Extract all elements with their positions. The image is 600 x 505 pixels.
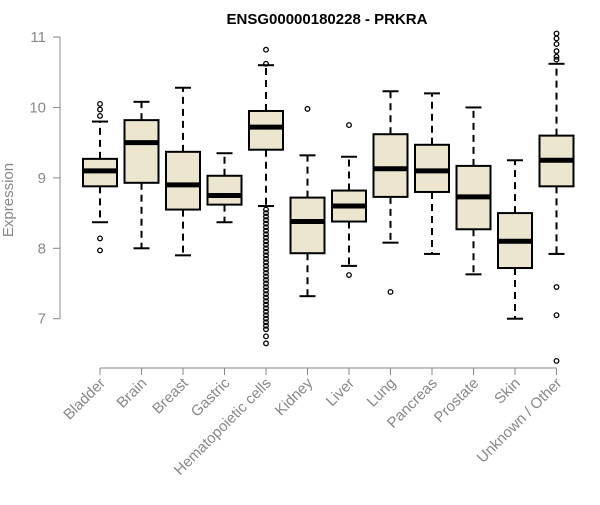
box-prostate	[455, 106, 492, 276]
boxes-group	[82, 30, 575, 364]
outlier-point	[263, 234, 269, 241]
outlier-point	[263, 326, 269, 333]
x-tick-label: Liver	[323, 375, 358, 410]
outlier-point	[263, 266, 269, 273]
outlier-point	[387, 289, 394, 295]
outlier-point	[263, 227, 269, 234]
outlier-point	[263, 238, 269, 245]
y-tick-label: 9	[38, 170, 46, 187]
outlier-point	[263, 241, 269, 248]
y-tick-label: 10	[29, 99, 46, 116]
outlier-point	[263, 206, 269, 213]
outlier-point	[263, 319, 269, 326]
box-breast	[165, 86, 201, 257]
y-tick-label: 7	[38, 311, 46, 328]
outlier-point	[263, 252, 269, 259]
x-tick-label: Lung	[364, 375, 400, 411]
outlier-point	[346, 122, 352, 129]
outlier-point	[553, 358, 560, 364]
x-tick-label: Skin	[491, 375, 524, 408]
outlier-point	[263, 46, 269, 53]
x-tick-label: Kidney	[272, 374, 317, 419]
box-iqr	[248, 109, 284, 151]
outlier-point	[553, 56, 560, 63]
outlier-point	[553, 53, 560, 60]
outlier-point	[553, 48, 560, 55]
x-tick-label: Prostate	[431, 375, 483, 427]
outlier-point	[97, 235, 103, 242]
outlier-point	[263, 231, 269, 238]
box-pancreas	[414, 92, 450, 255]
outlier-point	[553, 312, 560, 319]
outlier-point	[263, 60, 269, 67]
outlier-point	[263, 298, 269, 305]
outlier-point	[346, 272, 352, 278]
outlier-point	[263, 217, 269, 224]
box-hematopoietic-cells	[248, 46, 284, 347]
box-iqr	[372, 133, 409, 198]
outlier-point	[553, 284, 560, 290]
box-iqr	[289, 196, 326, 255]
box-unknown-other	[538, 30, 575, 364]
y-axis: 7 8 9 10 11	[29, 29, 61, 328]
outlier-point	[263, 280, 269, 287]
outlier-point	[263, 273, 269, 280]
outlier-point	[97, 100, 103, 107]
outlier-point	[553, 35, 560, 42]
outlier-point	[263, 340, 269, 347]
outlier-point	[263, 277, 269, 283]
y-tick-label: 11	[30, 29, 46, 46]
outlier-point	[263, 291, 269, 298]
box-skin	[497, 159, 533, 320]
outlier-point	[97, 247, 103, 254]
outlier-point	[263, 294, 269, 301]
outlier-point	[97, 106, 103, 113]
x-tick-label: Bladder	[60, 375, 109, 424]
outlier-point	[263, 259, 269, 266]
outlier-point	[263, 308, 269, 315]
y-tick-label: 8	[38, 240, 46, 257]
box-iqr	[165, 150, 201, 211]
outlier-point	[263, 301, 269, 308]
outlier-point	[263, 322, 269, 329]
outlier-point	[263, 269, 269, 276]
outlier-point	[263, 245, 269, 252]
outlier-point	[263, 312, 269, 319]
outlier-point	[263, 213, 269, 220]
box-bladder	[82, 100, 118, 254]
outlier-point	[263, 220, 269, 227]
outlier-point	[263, 284, 269, 290]
box-liver	[331, 122, 367, 278]
outlier-point	[263, 287, 269, 294]
outlier-point	[263, 305, 269, 312]
outlier-point	[263, 315, 269, 322]
outlier-point	[553, 41, 560, 48]
x-tick-label: Brain	[114, 375, 151, 412]
box-lung	[372, 90, 409, 295]
outlier-point	[263, 255, 269, 262]
outlier-point	[263, 248, 269, 255]
outlier-point	[304, 105, 311, 112]
outlier-point	[263, 210, 269, 217]
outlier-point	[263, 262, 269, 269]
box-iqr	[206, 174, 243, 206]
chart-title: ENSG00000180228 - PRKRA	[227, 11, 428, 28]
outlier-point	[263, 224, 269, 231]
outlier-point	[97, 112, 103, 119]
outlier-point	[263, 333, 269, 340]
box-gastric	[206, 152, 243, 224]
box-kidney	[289, 105, 326, 298]
x-tick-label: Breast	[149, 374, 192, 417]
outlier-point	[553, 30, 560, 37]
y-axis-label: Expression	[0, 163, 17, 237]
box-iqr	[123, 119, 160, 184]
box-brain	[123, 100, 160, 250]
